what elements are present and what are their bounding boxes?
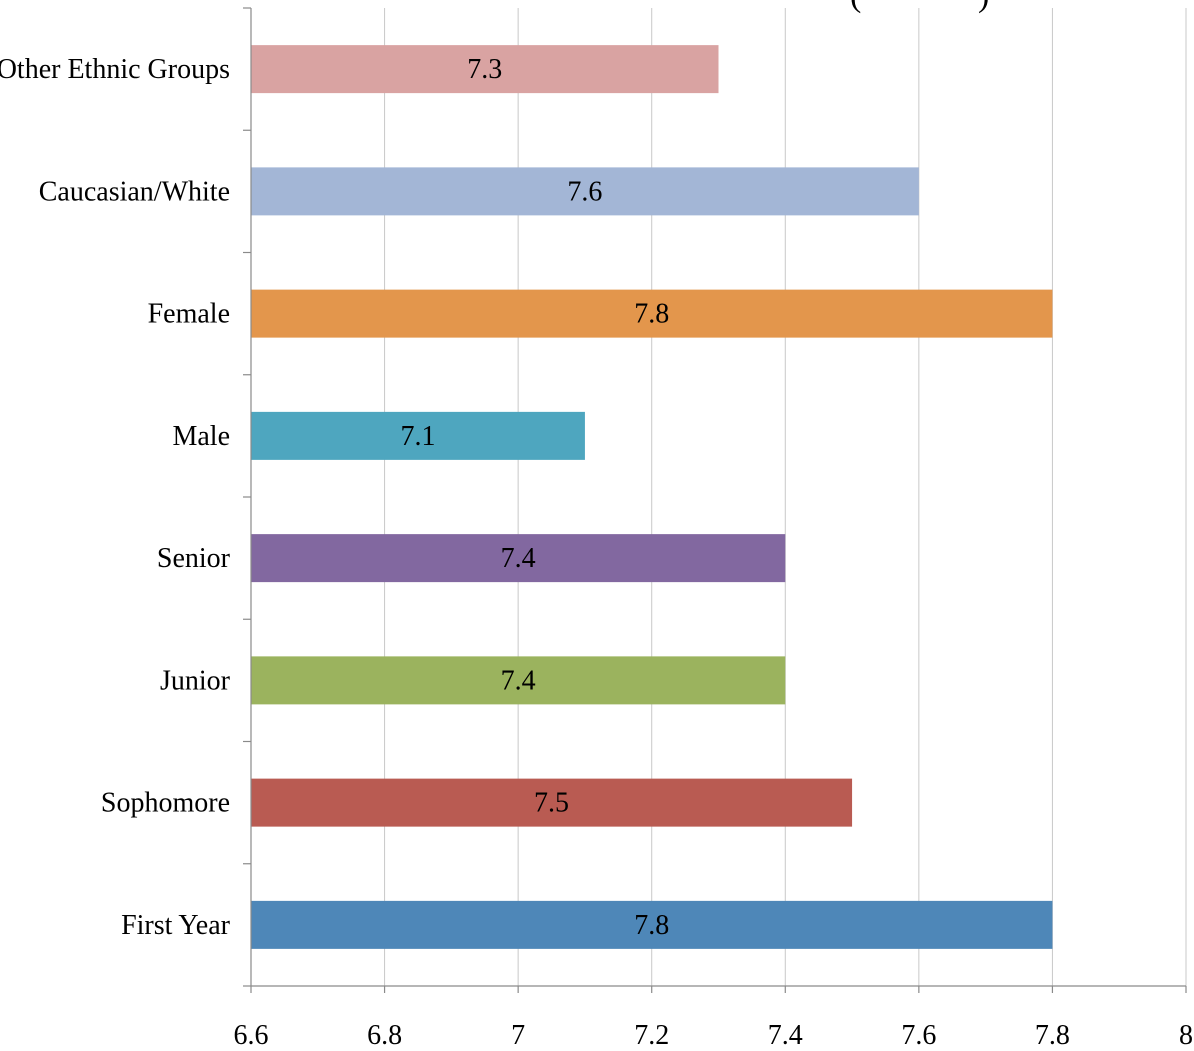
- category-labels: Other Ethnic Groups Caucasian/White Female…: [0, 54, 231, 941]
- x-tick-label: 7.8: [1035, 1020, 1070, 1051]
- x-tick-label: 6.6: [234, 1020, 269, 1051]
- title-close-paren: ): [978, 0, 989, 14]
- bar: [251, 534, 786, 583]
- bar: [251, 778, 853, 827]
- category-label: Caucasian/White: [39, 176, 230, 207]
- bar: [251, 656, 786, 705]
- grid-lines: [384, 8, 1187, 986]
- bar: [251, 411, 585, 460]
- category-label: Junior: [160, 665, 231, 696]
- data-label: 7.8: [634, 299, 669, 330]
- category-label: Sophomore: [101, 788, 230, 819]
- x-tick-labels: 6.6 6.8 7 7.2 7.4 7.6 7.8 8: [234, 1020, 1194, 1051]
- data-label: 7.8: [634, 910, 669, 941]
- x-tick-label: 7.2: [634, 1020, 669, 1051]
- x-tick-label: 7.6: [901, 1020, 936, 1051]
- x-tick-label: 6.8: [367, 1020, 402, 1051]
- category-label: Senior: [157, 543, 231, 574]
- x-tick-label: 7: [511, 1020, 525, 1051]
- category-label: Female: [148, 299, 230, 330]
- data-label: 7.4: [501, 543, 536, 574]
- data-label: 7.3: [467, 54, 502, 85]
- category-label: First Year: [121, 910, 231, 941]
- axes: [243, 7, 1187, 993]
- data-label: 7.1: [400, 421, 435, 452]
- data-label: 7.5: [534, 788, 569, 819]
- data-label: 7.4: [501, 665, 536, 696]
- category-label: Male: [172, 421, 230, 452]
- bar: [251, 167, 919, 216]
- data-labels: 7.3 7.6 7.8 7.1 7.4 7.4 7.5 7.8: [400, 54, 669, 941]
- x-tick-label: 8: [1179, 1020, 1193, 1051]
- title-open-paren: (: [850, 0, 861, 14]
- bars: [251, 45, 1053, 949]
- bar: [251, 289, 1053, 338]
- bar: [251, 900, 1053, 949]
- data-label: 7.6: [567, 176, 602, 207]
- category-label: Other Ethnic Groups: [0, 54, 230, 85]
- chart-title-fragment: ( ): [850, 0, 989, 14]
- bar: [251, 45, 719, 94]
- x-tick-label: 7.4: [768, 1020, 803, 1051]
